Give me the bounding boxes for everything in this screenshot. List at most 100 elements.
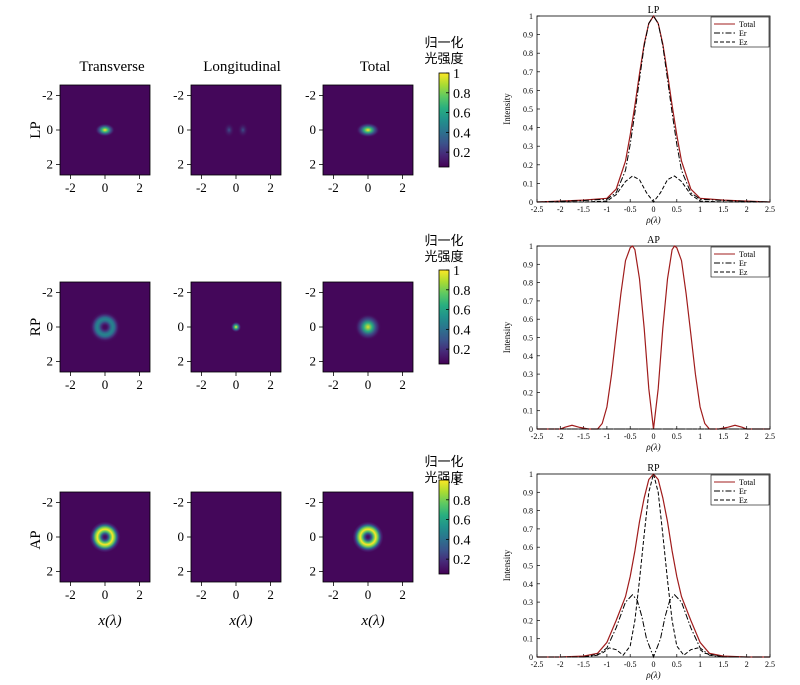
y-tick-label: 0.8 — [523, 507, 533, 516]
intensity-ring — [348, 517, 388, 557]
y-tick-label: 2 — [310, 157, 317, 172]
y-tick-label: 0.1 — [523, 407, 533, 416]
intensity-ring — [85, 307, 125, 347]
heatmap-panel-longitudinal: -2 0 2 -2 0 2 — [173, 491, 282, 602]
series-line-ez — [537, 175, 770, 203]
y-tick-label: 2 — [178, 564, 185, 579]
colorbar: 0.2 0.4 0.6 0.8 1 — [438, 67, 471, 168]
colorbar: 0.2 0.4 0.6 0.8 1 — [438, 264, 471, 365]
x-tick-label: -1 — [604, 660, 611, 669]
line-chart-rp: RP -2.5 -2 -1.5 -1 -0.5 0 0.5 1 1.5 2 2.5 0 0.1 0.2 0.3… — [502, 463, 775, 680]
x-tick-label: 0 — [365, 377, 372, 392]
y-axis-label: Intensity — [502, 321, 512, 353]
y-tick-label: 1 — [529, 242, 533, 251]
y-tick-label: 0.4 — [523, 352, 533, 361]
series-line-er — [536, 15, 771, 203]
x-tick-label: 2 — [399, 587, 406, 602]
y-tick-label: 1 — [529, 470, 533, 479]
x-tick-label: -1 — [604, 432, 611, 441]
intensity-ring — [85, 517, 125, 557]
y-tick-label: 0.5 — [523, 334, 533, 343]
y-tick-label: 0.4 — [523, 580, 533, 589]
series-line-total — [536, 14, 771, 203]
x-tick-label: 2 — [136, 180, 143, 195]
y-tick-label: 2 — [47, 354, 54, 369]
row-label: AP — [28, 530, 44, 549]
x-tick-label: -2 — [557, 432, 564, 441]
legend-box — [710, 246, 770, 278]
colorbar-tick-label: 1 — [453, 474, 460, 489]
x-tick-label: 2 — [136, 587, 143, 602]
colorbar-tick-label: 0.6 — [453, 514, 471, 529]
y-tick-label: 0.2 — [523, 616, 533, 625]
x-tick-label: -2 — [196, 377, 207, 392]
column-title-transverse: Transverse — [79, 59, 145, 75]
colorbar-tick-label: 0.6 — [453, 107, 471, 122]
x-tick-label: -2 — [328, 377, 339, 392]
heatmap-panel-total: -2 0 2 -2 0 2 — [305, 491, 414, 602]
y-tick-label: -2 — [173, 494, 184, 509]
panel-frame — [190, 491, 282, 583]
colorbar-tick-label: 1 — [453, 264, 460, 279]
y-tick-label: 0 — [178, 529, 185, 544]
line-chart-ap: AP -2.5 -2 -1.5 -1 -0.5 0 0.5 1 1.5 2 2.5 0 0.1 0.2 0.3… — [502, 235, 775, 452]
y-tick-label: 0 — [47, 529, 54, 544]
x-tick-label: -2.5 — [531, 205, 544, 214]
heatmap-row-rp: RP -2 0 2 -2 0 2 -2 0 2 -2 0 2 -2 0 2 -2 0 2 0.2 0.4 0.6 0.8 1 — [28, 264, 471, 392]
colorbar-label-1a: 归一化 — [424, 35, 463, 50]
colorbar-label-2b: 光强度 — [424, 249, 463, 264]
y-tick-label: 0 — [178, 319, 185, 334]
x-tick-label: 0 — [365, 587, 372, 602]
y-tick-label: 1 — [529, 12, 533, 21]
legend-entry: Total — [739, 20, 756, 29]
x-tick-label: -2.5 — [531, 432, 544, 441]
x-tick-label: 2 — [745, 660, 749, 669]
x-tick-label: 1.5 — [718, 660, 728, 669]
chart-title: AP — [647, 235, 660, 246]
x-tick-label: 0 — [652, 432, 656, 441]
x-tick-label: 0 — [233, 587, 240, 602]
intensity-spot — [355, 122, 381, 138]
colorbar-label-3a: 归一化 — [424, 454, 463, 469]
xlabel-total: x(λ) — [360, 613, 384, 629]
x-tick-label: -2.5 — [531, 660, 544, 669]
x-tick-label: -2 — [65, 377, 76, 392]
x-tick-label: -0.5 — [624, 205, 637, 214]
y-axis-label: Intensity — [502, 549, 512, 581]
y-tick-label: -2 — [42, 494, 53, 509]
y-tick-label: -2 — [42, 87, 53, 102]
y-tick-label: -2 — [173, 87, 184, 102]
colorbar: 0.2 0.4 0.6 0.8 1 — [438, 474, 471, 575]
legend-entry: Ez — [739, 268, 748, 277]
x-tick-label: 2 — [136, 377, 143, 392]
x-tick-label: -2 — [328, 587, 339, 602]
x-tick-label: 0 — [365, 180, 372, 195]
legend-entry: Er — [739, 29, 747, 38]
colorbar-label-2a: 归一化 — [424, 233, 463, 248]
intensity-spot — [94, 122, 116, 138]
colorbar-label-3b: 光强度 — [424, 470, 463, 485]
row-label: LP — [28, 121, 44, 139]
x-tick-label: -2 — [196, 587, 207, 602]
heatmap-panel-total: -2 0 2 -2 0 2 — [305, 84, 414, 195]
legend-entry: Er — [739, 259, 747, 268]
x-tick-label: 2 — [399, 180, 406, 195]
x-tick-label: -0.5 — [624, 432, 637, 441]
x-tick-label: -2 — [328, 180, 339, 195]
colorbar-tick-label: 0.2 — [453, 343, 471, 358]
colorbar-tick-label: 0.2 — [453, 146, 471, 161]
colorbar-tick-label: 0.4 — [453, 126, 471, 141]
y-tick-label: 0 — [529, 198, 533, 207]
y-tick-label: 0.7 — [523, 525, 533, 534]
y-tick-label: 0.5 — [523, 562, 533, 571]
x-tick-label: 2.5 — [765, 432, 775, 441]
line-chart-lp: LP -2.5 -2 -1.5 -1 -0.5 0 0.5 1 1.5 2 2.5 0 0.1 0.2 0.3… — [502, 5, 775, 225]
x-axis-label: ρ(λ) — [645, 215, 660, 225]
panel-frame — [190, 84, 282, 176]
y-tick-label: 0 — [310, 319, 317, 334]
heatmap-panel-longitudinal: -2 0 2 -2 0 2 — [173, 281, 282, 392]
x-tick-label: -0.5 — [624, 660, 637, 669]
x-tick-label: -2 — [65, 587, 76, 602]
colorbar-tick-label: 0.8 — [453, 284, 471, 299]
